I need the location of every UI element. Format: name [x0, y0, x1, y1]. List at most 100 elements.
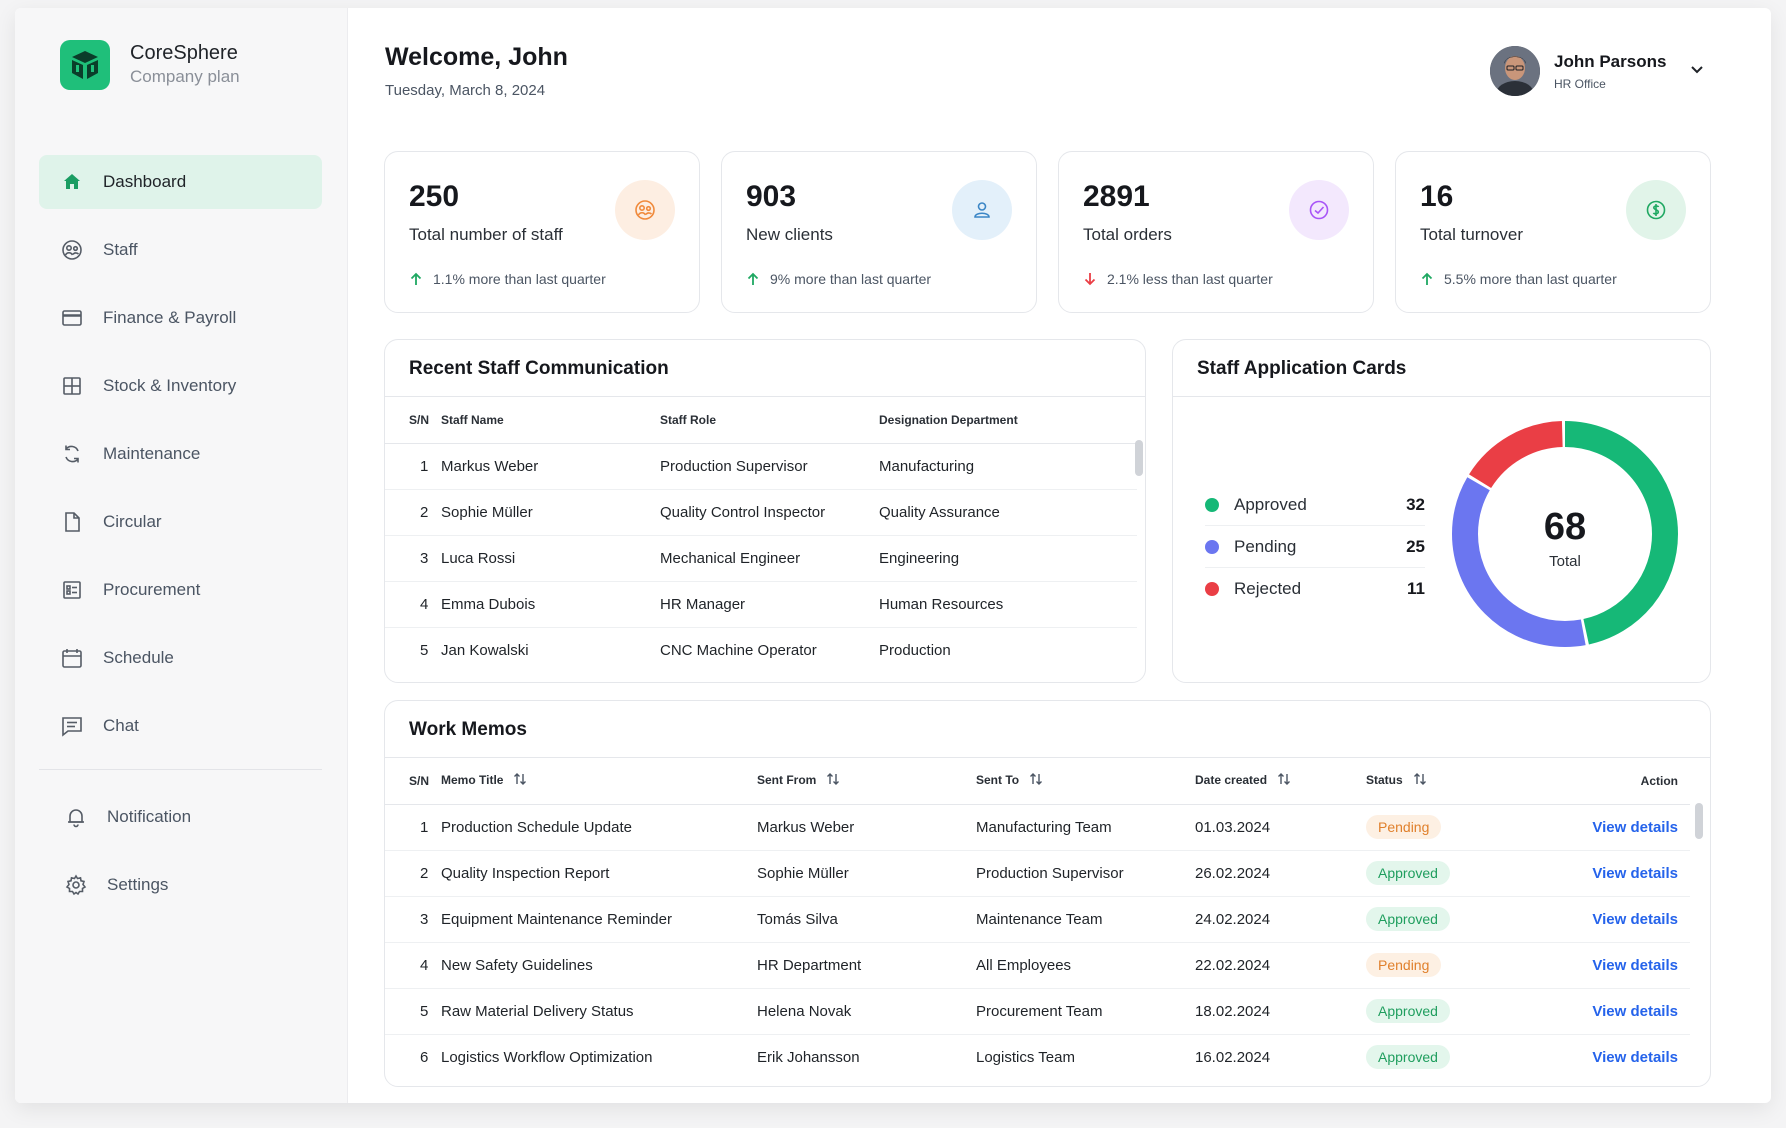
cell-staff-name: Luca Rossi — [441, 535, 660, 582]
table-row[interactable]: 1 Markus Weber Production Supervisor Man… — [385, 443, 1137, 490]
profile-name: John Parsons — [1554, 51, 1667, 71]
stat-label: New clients — [746, 225, 833, 244]
table-row[interactable]: 2 Quality Inspection Report Sophie Mülle… — [385, 850, 1690, 897]
stat-card-orders[interactable]: 2891 Total orders 2.1% less than last qu… — [1058, 151, 1374, 313]
column-header-memo-title[interactable]: Memo Title — [441, 758, 757, 805]
view-details-link[interactable]: View details — [1592, 818, 1678, 836]
column-header: Designation Department — [879, 397, 1137, 444]
sidebar-item-staff[interactable]: Staff — [39, 223, 322, 277]
sidebar-item-procurement[interactable]: Procurement — [39, 563, 322, 617]
sidebar-item-dashboard[interactable]: Dashboard — [39, 155, 322, 209]
view-details-link[interactable]: View details — [1592, 1002, 1678, 1020]
credit-card-icon — [59, 305, 85, 331]
sidebar-item-finance-payroll[interactable]: Finance & Payroll — [39, 291, 322, 345]
cell-department: Manufacturing — [879, 443, 1137, 490]
brand[interactable]: CoreSphere Company plan — [60, 40, 240, 90]
sidebar-item-settings[interactable]: Settings — [39, 858, 322, 912]
sort-icon[interactable] — [1277, 773, 1291, 788]
status-badge: Pending — [1366, 953, 1442, 977]
table-row[interactable]: 5 Jan Kowalski CNC Machine Operator Prod… — [385, 627, 1137, 673]
view-details-link[interactable]: View details — [1592, 864, 1678, 882]
table-row[interactable]: 3 Luca Rossi Mechanical Engineer Enginee… — [385, 535, 1137, 582]
donut-segment-approved[interactable] — [1452, 421, 1678, 647]
sidebar-item-schedule[interactable]: Schedule — [39, 631, 322, 685]
table-row[interactable]: 5 Raw Material Delivery Status Helena No… — [385, 988, 1690, 1035]
section-divider — [385, 396, 1145, 397]
column-header-sent-from[interactable]: Sent From — [757, 758, 976, 805]
donut-segment-pending[interactable] — [1452, 421, 1678, 647]
cell-staff-role: CNC Machine Operator — [660, 641, 817, 659]
cell-sn: 5 — [385, 988, 441, 1035]
table-scrollbar[interactable] — [1695, 803, 1703, 839]
brand-logo-icon — [60, 40, 110, 90]
sidebar-item-notification[interactable]: Notification — [39, 790, 322, 844]
column-header: S/N — [385, 397, 441, 444]
cell-staff-role: Production Supervisor — [660, 443, 879, 490]
legend-item-rejected: Rejected 11 — [1205, 568, 1425, 610]
staff-icon — [59, 237, 85, 263]
cell-memo-title: Quality Inspection Report — [441, 850, 757, 897]
table-scrollbar[interactable] — [1135, 440, 1143, 476]
cell-sent-from: Sophie Müller — [757, 850, 976, 897]
cell-date: 18.02.2024 — [1195, 988, 1366, 1035]
view-details-link[interactable]: View details — [1592, 956, 1678, 974]
sidebar-item-maintenance[interactable]: Maintenance — [39, 427, 322, 481]
cell-department: Engineering — [879, 535, 1137, 582]
sort-icon[interactable] — [1413, 773, 1427, 788]
sidebar-divider — [39, 769, 322, 770]
sidebar-item-label: Notification — [107, 807, 192, 826]
table-row[interactable]: 4 Emma Dubois HR Manager Human Resources — [385, 581, 1137, 628]
sidebar-item-circular[interactable]: Circular — [39, 495, 322, 549]
cell-department: Human Resources — [879, 581, 1137, 628]
column-header-label: Status — [1366, 773, 1403, 788]
cell-sn: 1 — [385, 443, 441, 490]
cell-staff-name: Emma Dubois — [441, 581, 660, 628]
sidebar-item-label: Schedule — [103, 648, 174, 667]
section-title: Recent Staff Communication — [409, 358, 669, 379]
current-date: Tuesday, March 8, 2024 — [385, 82, 546, 99]
sort-icon[interactable] — [513, 773, 527, 788]
table-row[interactable]: 3 Equipment Maintenance Reminder Tomás S… — [385, 896, 1690, 943]
stat-card-staff[interactable]: 250 Total number of staff 1.1% more than… — [384, 151, 700, 313]
cell-department: Quality Assurance — [879, 489, 1137, 536]
cell-sn: 5 — [420, 641, 429, 659]
profile-role: HR Office — [1554, 76, 1606, 91]
sidebar-item-label: Circular — [103, 512, 162, 531]
brand-plan: Company plan — [130, 67, 240, 86]
sort-icon[interactable] — [1029, 773, 1043, 788]
column-header-date-created[interactable]: Date created — [1195, 758, 1366, 805]
cell-department: Production — [879, 641, 951, 659]
column-header-status[interactable]: Status — [1366, 758, 1536, 805]
legend-label: Approved — [1234, 494, 1307, 514]
staff-applications-card: Staff Application Cards Approved 32 Pend… — [1172, 339, 1711, 683]
table-row[interactable]: 6 Logistics Workflow Optimization Erik J… — [385, 1034, 1690, 1080]
stat-card-turnover[interactable]: 16 Total turnover 5.5% more than last qu… — [1395, 151, 1711, 313]
legend-dot — [1205, 497, 1219, 512]
cell-sent-from: HR Department — [757, 942, 976, 989]
status-badge: Approved — [1366, 1045, 1450, 1070]
legend-dot — [1205, 539, 1219, 554]
cell-date: 01.03.2024 — [1195, 804, 1366, 851]
cell-staff-role: Mechanical Engineer — [660, 535, 879, 582]
sidebar-item-label: Chat — [103, 716, 139, 735]
sidebar-item-stock-inventory[interactable]: Stock & Inventory — [39, 359, 322, 413]
gear-icon — [63, 872, 89, 898]
user-profile-menu[interactable]: John Parsons HR Office — [1490, 46, 1706, 96]
view-details-link[interactable]: View details — [1592, 1048, 1678, 1066]
column-header-label: Sent From — [757, 773, 817, 788]
cell-staff-name: Sophie Müller — [441, 489, 660, 536]
sidebar-item-chat[interactable]: Chat — [39, 699, 322, 753]
table-header-row: S/N Staff Name Staff Role Designation De… — [385, 397, 1137, 444]
table-row[interactable]: 1 Production Schedule Update Markus Webe… — [385, 804, 1690, 851]
section-divider — [1173, 396, 1710, 397]
chevron-down-icon[interactable] — [1688, 60, 1706, 83]
table-row[interactable]: 4 New Safety Guidelines HR Department Al… — [385, 942, 1690, 989]
sort-icon[interactable] — [826, 773, 840, 788]
cell-sent-from: Tomás Silva — [757, 896, 976, 943]
stat-card-clients[interactable]: 903 New clients 9% more than last quarte… — [721, 151, 1037, 313]
table-row[interactable]: 2 Sophie Müller Quality Control Inspecto… — [385, 489, 1137, 536]
column-header-sent-to[interactable]: Sent To — [976, 758, 1195, 805]
sidebar-item-label: Procurement — [103, 580, 201, 599]
view-details-link[interactable]: View details — [1592, 910, 1678, 928]
cell-sn: 2 — [385, 850, 441, 897]
